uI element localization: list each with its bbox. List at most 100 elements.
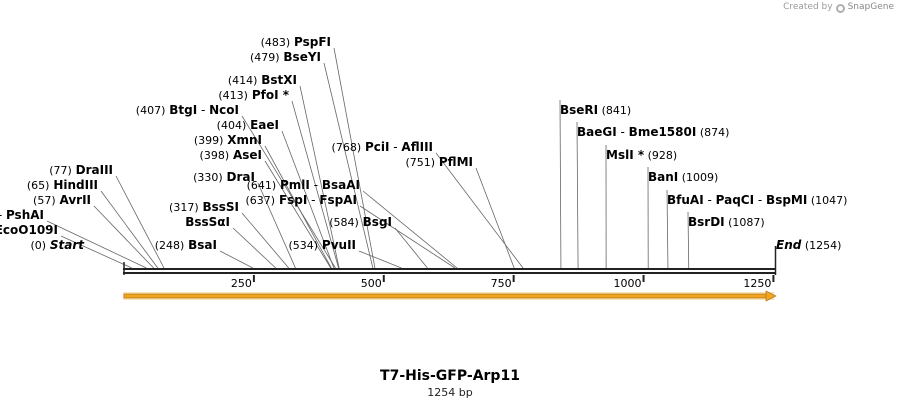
- site-bseri[interactable]: BseRI (841): [560, 103, 631, 117]
- site-bsssai[interactable]: BssSαI: [185, 215, 230, 229]
- site-connector-bseri: [559, 99, 562, 269]
- site-ecoo109i[interactable]: (15) EcoO109I: [0, 223, 58, 237]
- snapgene-credit: Created by SnapGene: [783, 2, 894, 13]
- svg-text:(317) BssSI: (317) BssSI: [169, 200, 239, 214]
- site-connector-bfuai: [666, 189, 669, 269]
- site-draiii[interactable]: (77) DraIII: [49, 163, 113, 177]
- site-position: (483): [261, 36, 291, 49]
- site-bseyi[interactable]: (479) BseYI: [250, 50, 321, 64]
- map-title: T7-His-GFP-Arp11: [380, 368, 520, 384]
- ruler-tick-label: 500: [361, 277, 382, 290]
- site-position: (641): [247, 179, 277, 192]
- site-drai[interactable]: (330) DraI: [193, 170, 255, 184]
- site-bsai[interactable]: (248) BsaI: [155, 238, 217, 252]
- site-connector-draiii: [115, 175, 165, 269]
- site-connector-eaei: [281, 130, 335, 269]
- site-pvuii[interactable]: (534) PvuII: [288, 238, 356, 252]
- site-position: (928): [648, 149, 678, 162]
- site-connector-pflmi: [475, 167, 515, 269]
- site-msli[interactable]: MslI * (928): [606, 148, 677, 162]
- site-position: (874): [700, 126, 730, 139]
- enzyme-name: FspI: [279, 193, 307, 207]
- site-bfuai[interactable]: BfuAI - PaqCI - BspMI (1047): [667, 193, 847, 207]
- svg-text:(479) BseYI: (479) BseYI: [250, 50, 321, 64]
- svg-text:MslI * (928): MslI * (928): [606, 148, 677, 162]
- site-connector-drai: [257, 182, 296, 269]
- site-asei[interactable]: (398) AseI: [200, 148, 262, 162]
- site-position: (57): [33, 194, 56, 207]
- svg-text:(77) DraIII: (77) DraIII: [49, 163, 113, 177]
- enzyme-name: HindIII: [53, 178, 98, 192]
- ruler-tick-label: 1250: [743, 277, 771, 290]
- svg-text:BaeGI - Bme1580I (874): BaeGI - Bme1580I (874): [577, 125, 729, 139]
- site-position: (65): [27, 179, 50, 192]
- site-position: (330): [193, 171, 223, 184]
- enzyme-name: Bme1580I: [629, 125, 697, 139]
- svg-text:(0) Start: (0) Start: [30, 238, 85, 252]
- site-btgi[interactable]: (407) BtgI - NcoI: [136, 103, 239, 117]
- enzyme-name: BtgI: [169, 103, 197, 117]
- enzyme-name: BsrDI: [688, 215, 725, 229]
- site-bani[interactable]: BanI (1009): [648, 170, 718, 184]
- site-position: (479): [250, 51, 280, 64]
- site-connector-bsrdi: [687, 211, 690, 269]
- site-bsrdi[interactable]: BsrDI (1087): [688, 215, 765, 229]
- sequence-backbone: [123, 246, 777, 275]
- enzyme-name: MslI *: [606, 148, 645, 162]
- site-bsssi[interactable]: (317) BssSI: [169, 200, 239, 214]
- enzyme-name: AseI: [233, 148, 262, 162]
- site-connector-asei: [264, 160, 332, 269]
- enzyme-name: PflMI: [439, 155, 473, 169]
- svg-text:(65) HindIII: (65) HindIII: [27, 178, 98, 192]
- site-connector-bsssi: [241, 212, 289, 269]
- site-position: (534): [288, 239, 318, 252]
- enzyme-name: BsaAI: [322, 178, 360, 192]
- restriction-sites: (0) Start(15) EcoO109I(43) BbsI - PshAI(…: [0, 35, 847, 252]
- enzyme-name: BaeGI: [577, 125, 617, 139]
- enzyme-name: BseRI: [560, 103, 598, 117]
- site-bbsi[interactable]: (43) BbsI - PshAI: [0, 208, 44, 222]
- site-connector-lines: [46, 47, 690, 269]
- site-baegi[interactable]: BaeGI - Bme1580I (874): [577, 125, 729, 139]
- ruler-tick-label: 1000: [614, 277, 642, 290]
- svg-text:(404) EaeI: (404) EaeI: [217, 118, 279, 132]
- site-avrii[interactable]: (57) AvrII: [33, 193, 91, 207]
- site-connector-bsssai: [232, 227, 276, 269]
- site-pfoi[interactable]: (413) PfoI *: [218, 88, 289, 102]
- site-bsgi[interactable]: (584) BsgI: [329, 215, 392, 229]
- feature-arrow[interactable]: [123, 290, 777, 302]
- svg-text:(330) DraI: (330) DraI: [193, 170, 255, 184]
- svg-text:(641) PmlI - BsaAI: (641) PmlI - BsaAI: [247, 178, 360, 192]
- site-eaei[interactable]: (404) EaeI: [217, 118, 279, 132]
- site-position: (768): [332, 141, 362, 154]
- site-xmni[interactable]: (399) XmnI: [194, 133, 262, 147]
- site-hindiii[interactable]: (65) HindIII: [27, 178, 98, 192]
- site-position: (413): [218, 89, 248, 102]
- site-connector-bstxi: [299, 85, 340, 269]
- ruler-ticks: 250 500 750 1000 1250: [231, 275, 775, 290]
- site-position: (1047): [811, 194, 848, 207]
- feature-arrowhead: [765, 290, 777, 302]
- site-position: (841): [602, 104, 632, 117]
- site-pcii[interactable]: (768) PciI - AflIII: [332, 140, 433, 154]
- site-start[interactable]: (0) Start: [30, 238, 85, 252]
- site-pmli[interactable]: (641) PmlI - BsaAI: [247, 178, 360, 192]
- svg-text:(407) BtgI - NcoI: (407) BtgI - NcoI: [136, 103, 239, 117]
- site-position: (0): [30, 239, 46, 252]
- site-connector-baegi: [576, 121, 579, 269]
- ruler-tick-label: 750: [491, 277, 512, 290]
- feature-body: [123, 293, 769, 299]
- site-pflmi[interactable]: (751) PflMI: [405, 155, 473, 169]
- enzyme-name: PaqCI: [716, 193, 754, 207]
- site-position: (637): [246, 194, 276, 207]
- enzyme-name: EcoO109I: [0, 223, 58, 237]
- site-position: (1009): [682, 171, 719, 184]
- site-connector-pcii: [435, 152, 524, 269]
- enzyme-name: PmlI: [280, 178, 310, 192]
- site-bstxi[interactable]: (414) BstXI: [228, 73, 297, 87]
- enzyme-name: BanI: [648, 170, 678, 184]
- site-pspfi[interactable]: (483) PspFI: [261, 35, 331, 49]
- enzyme-name: PspFI: [294, 35, 331, 49]
- site-fspi[interactable]: (637) FspI - FspAI: [246, 193, 357, 207]
- site-end[interactable]: End (1254): [776, 238, 841, 252]
